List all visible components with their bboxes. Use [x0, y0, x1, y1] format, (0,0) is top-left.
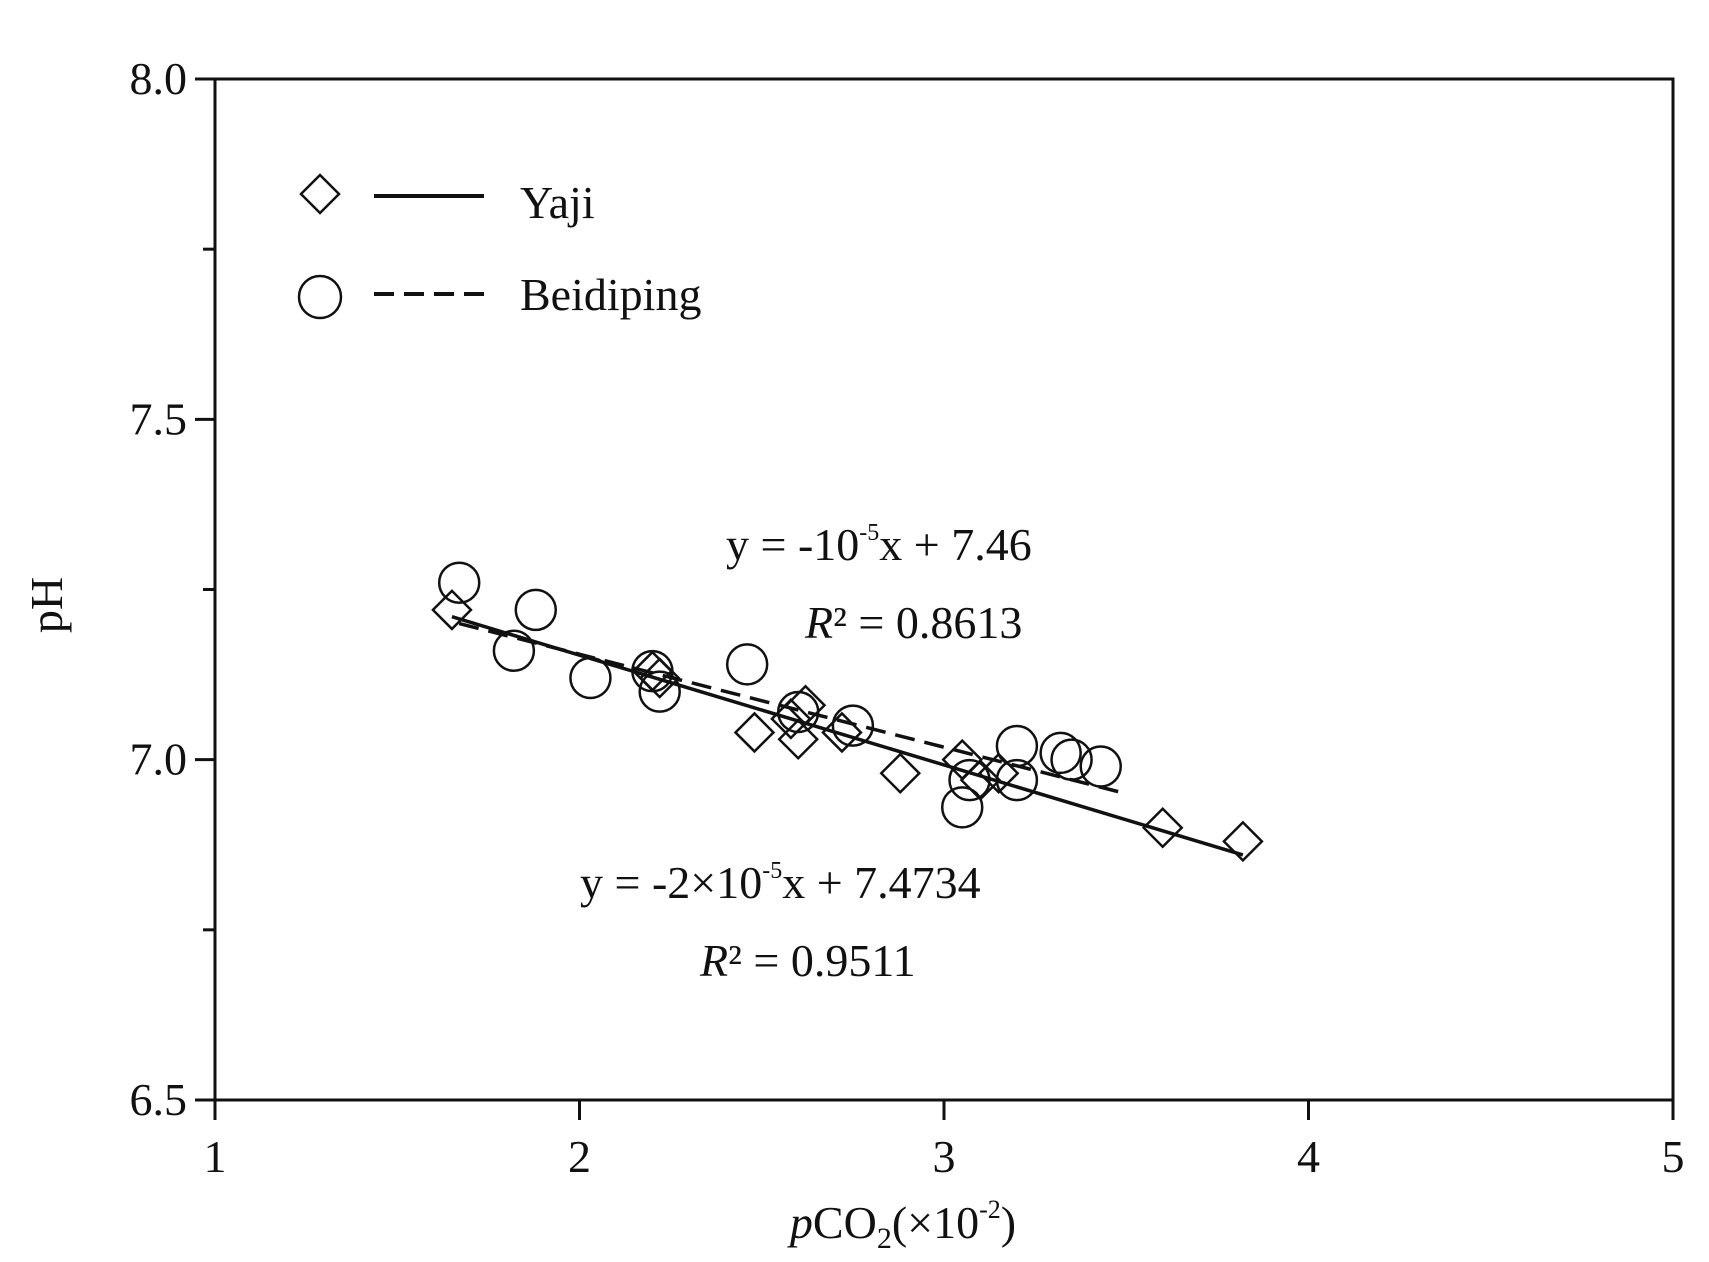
- data-point-beidiping: [1039, 731, 1082, 775]
- fit-line-beidiping: [458, 621, 1127, 796]
- annotation-beidiping: y = -10-5x + 7.46 R² = 0.8613: [726, 519, 1032, 648]
- r-squared-yaji: R² = 0.9511: [699, 935, 916, 986]
- data-point-beidiping: [492, 629, 536, 673]
- x-tick-label: 4: [1297, 1131, 1320, 1182]
- equation-beidiping: y = -10-5x + 7.46: [726, 519, 1032, 570]
- circle-marker-icon: [297, 274, 343, 320]
- plot-border: [213, 77, 1675, 1102]
- y-tick-label: 8.0: [130, 53, 188, 104]
- data-point-yaji: [879, 752, 922, 795]
- data-point-yaji: [1141, 806, 1184, 849]
- y-tick-label: 7.0: [130, 734, 188, 785]
- data-point-yaji: [777, 718, 819, 761]
- data-point-beidiping: [995, 758, 1039, 802]
- regression-lines: [451, 615, 1244, 857]
- x-tick-label: 2: [568, 1131, 591, 1182]
- legend-item-beidiping: Beidiping: [297, 269, 701, 320]
- x-axis: 1 2 3 4 5: [204, 1100, 1685, 1182]
- data-point-beidiping: [831, 704, 875, 747]
- x-tick-label: 1: [204, 1131, 227, 1182]
- data-point-yaji: [784, 684, 827, 726]
- data-point-beidiping: [948, 758, 991, 802]
- y-tick-label: 7.5: [130, 393, 188, 444]
- data-point-beidiping: [631, 649, 674, 693]
- y-axis-label: pH: [21, 577, 72, 633]
- x-tick-label: 5: [1662, 1131, 1685, 1182]
- data-point-beidiping: [725, 643, 769, 686]
- x-tick-label: 3: [933, 1131, 956, 1182]
- data-points: [431, 561, 1264, 863]
- data-point-beidiping: [514, 588, 558, 632]
- data-point-beidiping: [776, 690, 820, 734]
- data-point-beidiping: [1079, 745, 1122, 788]
- legend: Yaji Beidiping: [297, 173, 701, 320]
- equation-yaji: y = -2×10-5x + 7.4734: [580, 857, 981, 908]
- y-tick-label: 6.5: [130, 1074, 188, 1125]
- fit-line-yaji: [451, 615, 1244, 857]
- data-point-beidiping: [940, 786, 984, 829]
- legend-label-beidiping: Beidiping: [520, 269, 701, 320]
- data-point-beidiping: [569, 656, 612, 700]
- data-point-yaji: [1222, 820, 1264, 863]
- data-point-beidiping: [995, 724, 1039, 768]
- data-point-yaji: [733, 711, 776, 754]
- data-point-beidiping: [437, 561, 481, 604]
- data-point-yaji: [431, 589, 473, 631]
- legend-label-yaji: Yaji: [520, 177, 595, 228]
- legend-item-yaji: Yaji: [299, 173, 595, 228]
- data-point-beidiping: [1050, 738, 1093, 781]
- annotation-yaji: y = -2×10-5x + 7.4734 R² = 0.9511: [580, 857, 981, 986]
- diamond-marker-icon: [299, 173, 341, 215]
- r-squared-beidiping: R² = 0.8613: [804, 597, 1022, 648]
- data-point-yaji: [821, 711, 863, 754]
- plot-frame: [213, 77, 1675, 1102]
- x-axis-label: pCO2(×10-2): [787, 1195, 1016, 1255]
- data-point-beidiping: [638, 670, 681, 713]
- y-axis: 6.5 7.0 7.5 8.0: [130, 53, 215, 1125]
